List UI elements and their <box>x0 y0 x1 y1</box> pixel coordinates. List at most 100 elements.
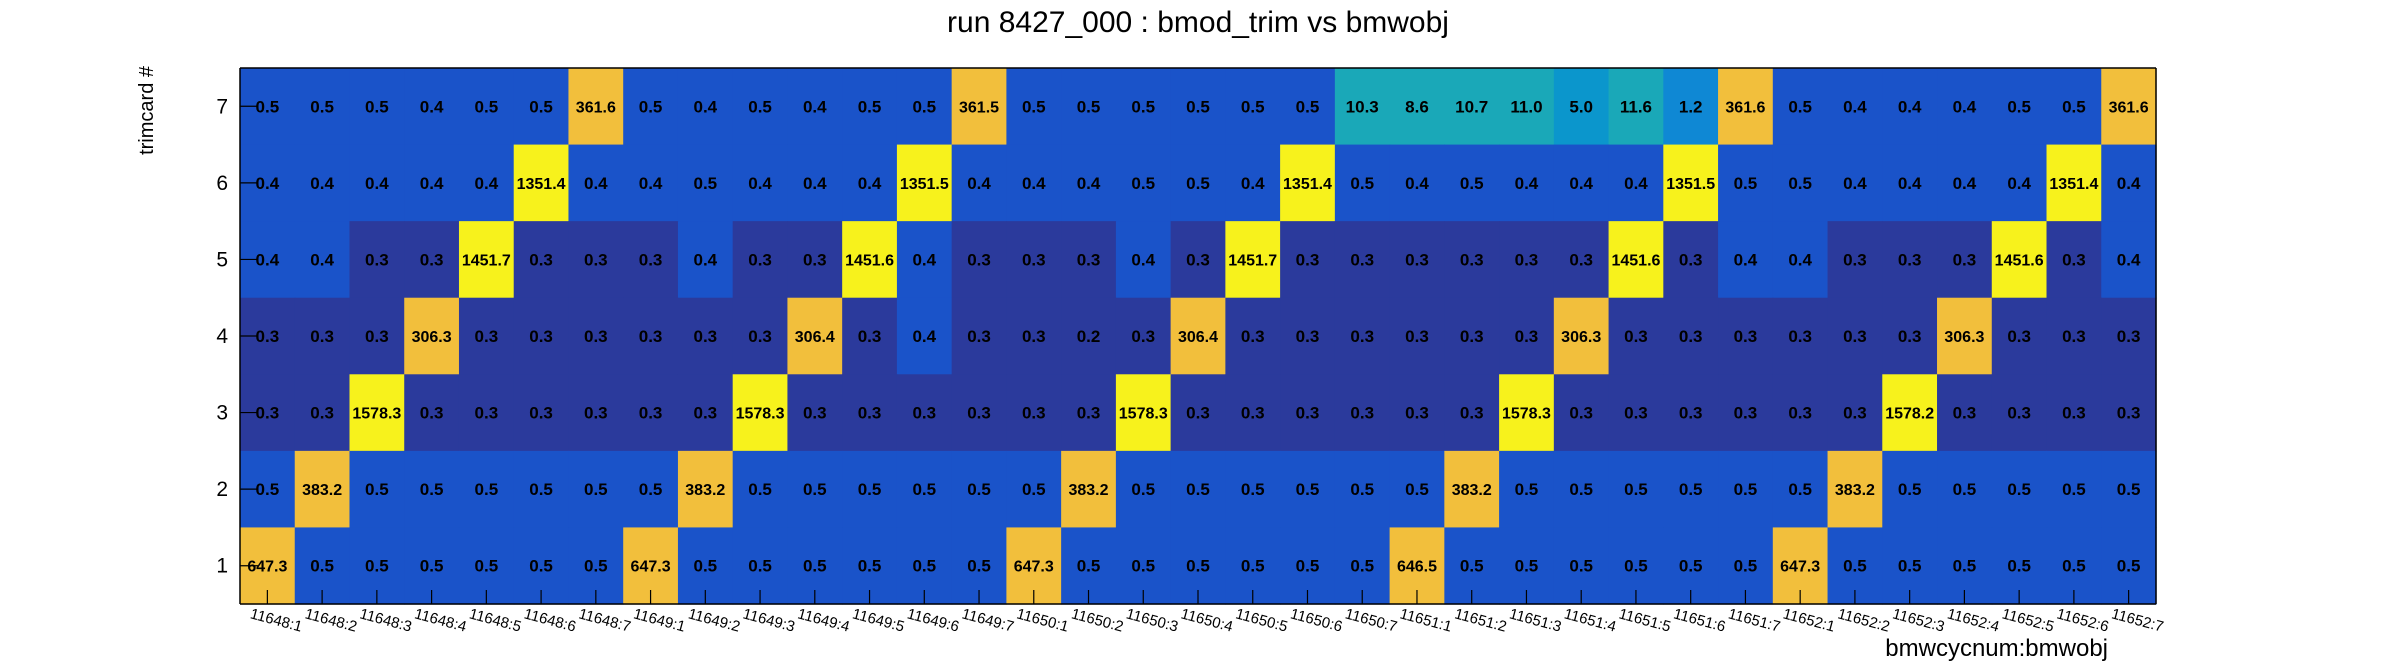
heatmap-cell <box>1444 450 1500 529</box>
heatmap-cell <box>1663 450 1719 529</box>
heatmap-cell-value: 0.3 <box>1953 404 1977 423</box>
heatmap-cell <box>1608 221 1664 299</box>
heatmap-cell-value: 0.3 <box>1296 250 1320 269</box>
heatmap-cell <box>568 374 624 452</box>
heatmap-cell-value: 0.3 <box>1350 250 1374 269</box>
heatmap-cell-value: 0.3 <box>2117 404 2141 423</box>
heatmap-cell-value: 0.3 <box>1460 250 1484 269</box>
heatmap-cell-value: 0.5 <box>693 174 717 193</box>
heatmap-cell-value: 1351.4 <box>1283 176 1332 193</box>
heatmap-cell-value: 0.3 <box>639 327 663 346</box>
heatmap-cell <box>1827 144 1883 222</box>
heatmap-cell-value: 0.5 <box>1186 557 1210 576</box>
heatmap-cell-value: 0.3 <box>256 404 280 423</box>
heatmap-cell-value: 0.3 <box>1679 404 1703 423</box>
x-tick-label: 11652:1 <box>1781 605 1837 635</box>
heatmap-cell <box>294 297 351 375</box>
heatmap-cell <box>458 144 515 222</box>
heatmap-cell <box>1225 374 1281 452</box>
heatmap-cell-value: 0.3 <box>584 250 608 269</box>
heatmap-cell <box>623 374 679 452</box>
heatmap-cell <box>1225 221 1281 299</box>
heatmap-cell-value: 0.4 <box>475 174 499 193</box>
heatmap-cell-value: 0.5 <box>1953 480 1977 499</box>
heatmap-cell-value: 0.3 <box>1679 327 1703 346</box>
heatmap-cell <box>2046 221 2102 299</box>
heatmap-cell-value: 1451.6 <box>845 252 894 269</box>
heatmap-cell <box>2046 68 2102 146</box>
heatmap-cell-value: 0.3 <box>693 404 717 423</box>
heatmap-cell-value: 0.3 <box>639 250 663 269</box>
heatmap-cell <box>294 68 351 146</box>
heatmap-cell-value: 1578.3 <box>1502 406 1551 423</box>
heatmap-cell <box>732 144 789 222</box>
heatmap-cell-value: 0.3 <box>858 327 882 346</box>
heatmap-cell-value: 0.5 <box>1131 480 1155 499</box>
heatmap-cell-value: 0.5 <box>529 557 553 576</box>
heatmap-cell <box>1061 297 1117 375</box>
heatmap-cell-value: 0.3 <box>1843 327 1867 346</box>
heatmap-cell-value: 0.5 <box>365 557 389 576</box>
heatmap-cell-value: 0.4 <box>1624 174 1648 193</box>
heatmap-cell <box>1827 221 1883 299</box>
heatmap-cell <box>2046 297 2102 375</box>
heatmap-cell-value: 0.4 <box>967 174 991 193</box>
heatmap-cell <box>1280 297 1336 375</box>
heatmap-cell <box>2101 297 2157 375</box>
heatmap-cell-value: 0.3 <box>2007 327 2031 346</box>
heatmap-cell <box>1006 374 1062 452</box>
heatmap-cell <box>1882 221 1938 299</box>
heatmap-cell-value: 0.3 <box>1022 327 1046 346</box>
y-tick-label: 6 <box>216 172 228 195</box>
heatmap-cell-value: 0.4 <box>1734 250 1758 269</box>
heatmap-cell-value: 0.5 <box>912 557 936 576</box>
heatmap-cell <box>623 144 679 222</box>
heatmap-cell-value: 0.3 <box>748 327 772 346</box>
heatmap-cell <box>842 374 898 452</box>
heatmap-cell-value: 0.3 <box>1843 404 1867 423</box>
heatmap-cell <box>568 144 624 222</box>
heatmap-cell <box>404 450 460 529</box>
heatmap-cell <box>1499 221 1555 299</box>
heatmap-cell-value: 306.4 <box>1178 329 1218 346</box>
heatmap-cell <box>294 221 351 299</box>
heatmap-cell <box>1882 68 1938 146</box>
heatmap-cell <box>623 450 679 529</box>
heatmap-cell-value: 1351.5 <box>900 176 949 193</box>
heatmap-cell-value: 0.5 <box>1077 557 1101 576</box>
heatmap-cell <box>513 221 570 299</box>
heatmap-cell-value: 0.4 <box>1953 174 1977 193</box>
heatmap-cells <box>240 68 2157 605</box>
heatmap-cell <box>1772 221 1829 299</box>
heatmap-cell <box>1553 68 1610 146</box>
heatmap-cell-value: 0.4 <box>1131 250 1155 269</box>
x-tick-label: 11650:2 <box>1069 605 1125 635</box>
heatmap-cell <box>1115 144 1172 222</box>
heatmap-cell-value: 0.5 <box>1679 557 1703 576</box>
heatmap-cell-value: 0.5 <box>529 480 553 499</box>
heatmap-cell <box>1553 450 1610 529</box>
heatmap-cell <box>787 144 843 222</box>
heatmap-cell-value: 0.5 <box>1515 480 1539 499</box>
heatmap-cell-value: 0.3 <box>256 327 280 346</box>
heatmap-cell-value: 0.3 <box>529 404 553 423</box>
heatmap-cell-value: 0.3 <box>1515 327 1539 346</box>
heatmap-cell-value: 0.3 <box>1186 404 1210 423</box>
heatmap-cell-value: 383.2 <box>685 482 725 499</box>
heatmap-cell-value: 306.3 <box>1944 329 1984 346</box>
heatmap-cell-value: 0.3 <box>584 327 608 346</box>
x-tick-label: 11650:6 <box>1288 605 1344 635</box>
heatmap-cell-value: 0.5 <box>1569 480 1593 499</box>
heatmap-cell-value: 0.4 <box>310 174 334 193</box>
heatmap-cell-value: 0.5 <box>1241 557 1265 576</box>
heatmap-cell-value: 0.3 <box>1569 404 1593 423</box>
x-tick-label: 11648:7 <box>577 605 633 635</box>
heatmap-cell-value: 1451.6 <box>1995 252 2044 269</box>
heatmap-cell <box>1061 221 1117 299</box>
heatmap-cell <box>1444 374 1500 452</box>
heatmap-cell <box>458 450 515 529</box>
heatmap-cell <box>677 450 734 529</box>
heatmap-cell <box>896 450 953 529</box>
heatmap-cell-value: 306.3 <box>1561 329 1601 346</box>
heatmap-cell <box>1553 297 1610 375</box>
